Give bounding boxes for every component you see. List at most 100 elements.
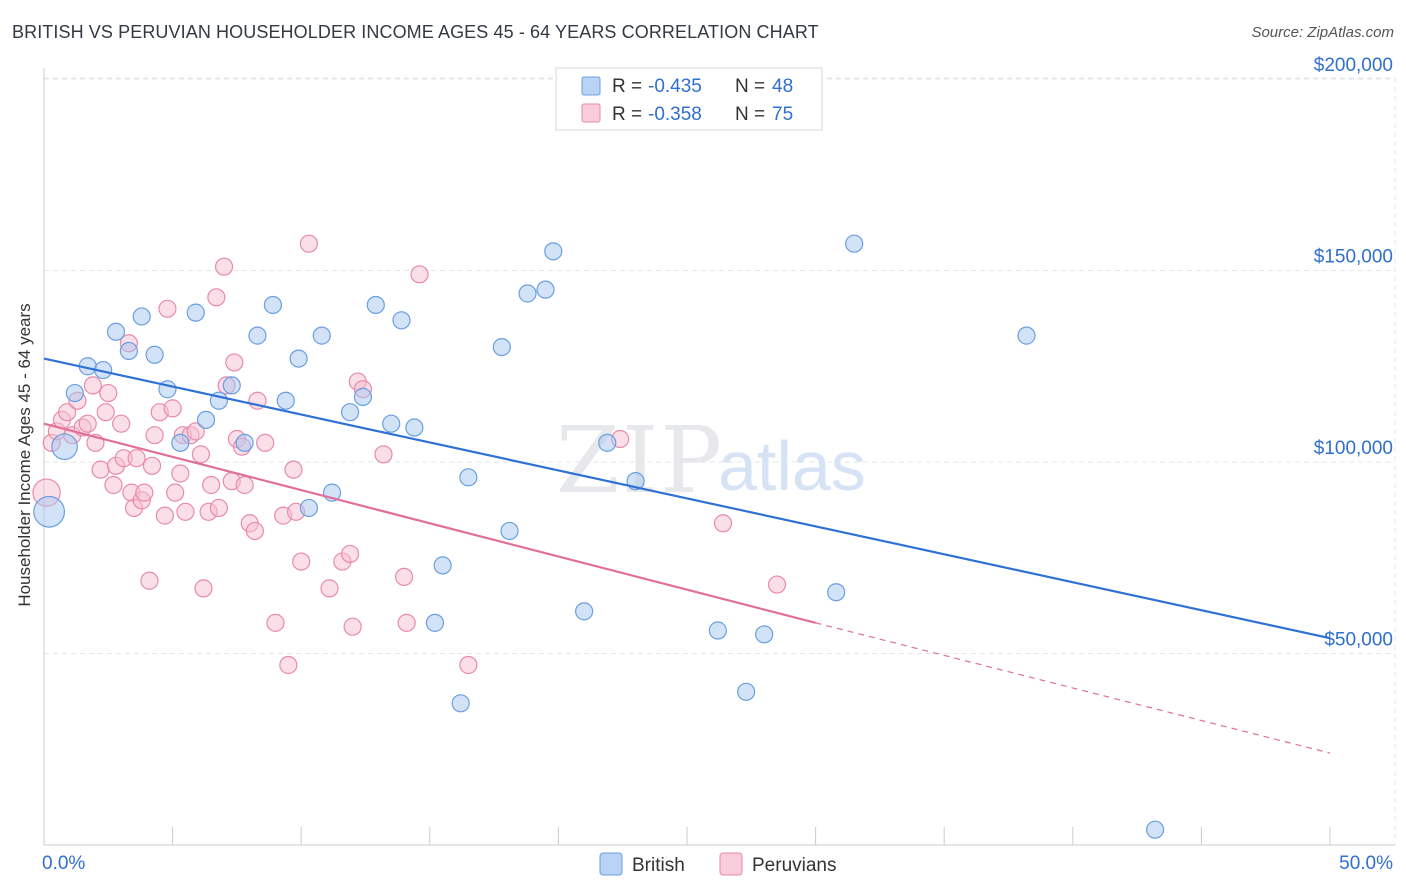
peruvians-point-16 [112, 414, 131, 433]
british-point-26 [382, 414, 401, 433]
correlation-legend: R = -0.435 N = 48 R = -0.358 N = 75 [555, 67, 823, 131]
legend-swatch-peruvians [581, 103, 601, 123]
british-point-39 [598, 433, 617, 452]
british-point-15 [235, 433, 254, 452]
peruvians-point-26 [145, 426, 164, 445]
british-point-46 [1017, 326, 1036, 345]
british-point-24 [353, 387, 373, 406]
bottom-legend-swatch-british [599, 852, 623, 876]
bottom-legend-label-peruvians: Peruvians [752, 855, 837, 876]
peruvians-point-29 [158, 299, 177, 318]
peruvians-point-71 [459, 655, 478, 675]
peruvians-point-36 [186, 422, 205, 441]
y-tick-labels: $50,000 $100,000 $150,000 $200,000 [1314, 55, 1393, 651]
legend-r-value-peruvians: -0.358 [648, 104, 702, 125]
peruvians-point-12 [96, 403, 115, 422]
peruvians-point-25 [142, 456, 162, 475]
peruvians-point-73 [713, 514, 733, 533]
peruvians-point-68 [394, 567, 414, 587]
legend-n-label-british: N = [735, 76, 765, 97]
british-point-18 [276, 391, 295, 410]
peruvians-point-34 [176, 502, 195, 521]
trend-lines [43, 357, 1331, 754]
peruvians-point-11 [91, 460, 110, 479]
peruvians-point-61 [320, 579, 339, 598]
legend-r-label-peruvians: R = [612, 104, 642, 125]
legend-n-label-peruvians: N = [735, 104, 765, 125]
watermark: ZIP atlas [556, 407, 866, 514]
peruvians-point-38 [194, 579, 213, 598]
british-point-16 [248, 326, 267, 345]
peruvians-point-13 [99, 383, 118, 403]
british-point-20 [299, 498, 319, 518]
british-point-35 [518, 284, 537, 303]
peruvians-point-23 [135, 483, 154, 502]
british-point-2 [65, 383, 84, 403]
watermark-zip: ZIP [556, 407, 724, 514]
peruvians-point-51 [245, 521, 265, 541]
peruvians-point-37 [191, 445, 210, 464]
british-point-45 [845, 234, 864, 253]
peruvians-point-46 [225, 353, 244, 372]
watermark-atlas: atlas [718, 427, 866, 505]
peruvians-point-30 [163, 399, 182, 418]
peruvians-point-64 [343, 617, 362, 636]
peruvians-point-21 [127, 449, 146, 468]
british-point-1 [51, 433, 78, 461]
peruvians-point-31 [166, 483, 185, 502]
source-credit: Source: ZipAtlas.com [1251, 24, 1394, 41]
peruvians-point-53 [256, 433, 275, 452]
peruvians-point-56 [279, 655, 298, 675]
peruvians-point-42 [209, 498, 228, 518]
british-point-34 [500, 521, 519, 541]
peruvians-point-40 [202, 475, 221, 495]
british-point-44 [827, 583, 846, 602]
peruvians-point-57 [284, 460, 303, 479]
peruvians-point-28 [155, 506, 174, 525]
british-point-7 [132, 307, 151, 326]
peruvians-point-59 [292, 552, 311, 571]
british-point-41 [708, 621, 727, 640]
peruvians-point-70 [410, 265, 429, 284]
legend-r-label-british: R = [612, 76, 642, 97]
british-point-10 [171, 433, 190, 452]
british-point-33 [492, 338, 511, 357]
british-point-23 [340, 403, 360, 422]
legend-n-value-peruvians: 75 [772, 104, 793, 125]
british-point-8 [145, 345, 164, 364]
bottom-legend-label-british: British [632, 855, 685, 876]
british-point-47 [1146, 820, 1165, 839]
british-point-37 [544, 242, 563, 261]
peruvians-point-74 [767, 575, 787, 594]
peruvians-point-67 [374, 445, 393, 464]
british-point-21 [312, 326, 331, 345]
british-point-30 [433, 556, 452, 575]
legend-n-value-british: 48 [772, 76, 793, 97]
series-british [33, 234, 1165, 839]
y-tick-label-2: $150,000 [1314, 247, 1393, 268]
y-tick-label-0: $50,000 [1324, 630, 1393, 651]
peruvians-point-69 [397, 613, 416, 632]
series-peruvians [32, 234, 787, 675]
british-point-32 [459, 468, 478, 487]
grid-lines [44, 77, 1396, 845]
british-point-43 [755, 625, 774, 644]
british-point-17 [263, 295, 283, 315]
british-point-27 [392, 311, 411, 330]
peruvians-point-49 [235, 475, 254, 495]
british-point-28 [405, 418, 424, 437]
british-point-29 [425, 613, 445, 632]
peruvians-point-54 [266, 613, 285, 632]
british-point-19 [289, 349, 308, 368]
legend-swatch-british [581, 76, 601, 96]
y-tick-label-1: $100,000 [1314, 438, 1393, 459]
british-point-31 [451, 694, 470, 713]
axes [43, 68, 1395, 846]
peruvians-point-43 [214, 257, 234, 276]
british-point-42 [737, 682, 756, 701]
peruvians-point-14 [104, 475, 123, 495]
chart-title: BRITISH VS PERUVIAN HOUSEHOLDER INCOME A… [12, 22, 819, 42]
peruvians-point-32 [171, 464, 190, 483]
peruvians-point-4 [58, 403, 77, 422]
